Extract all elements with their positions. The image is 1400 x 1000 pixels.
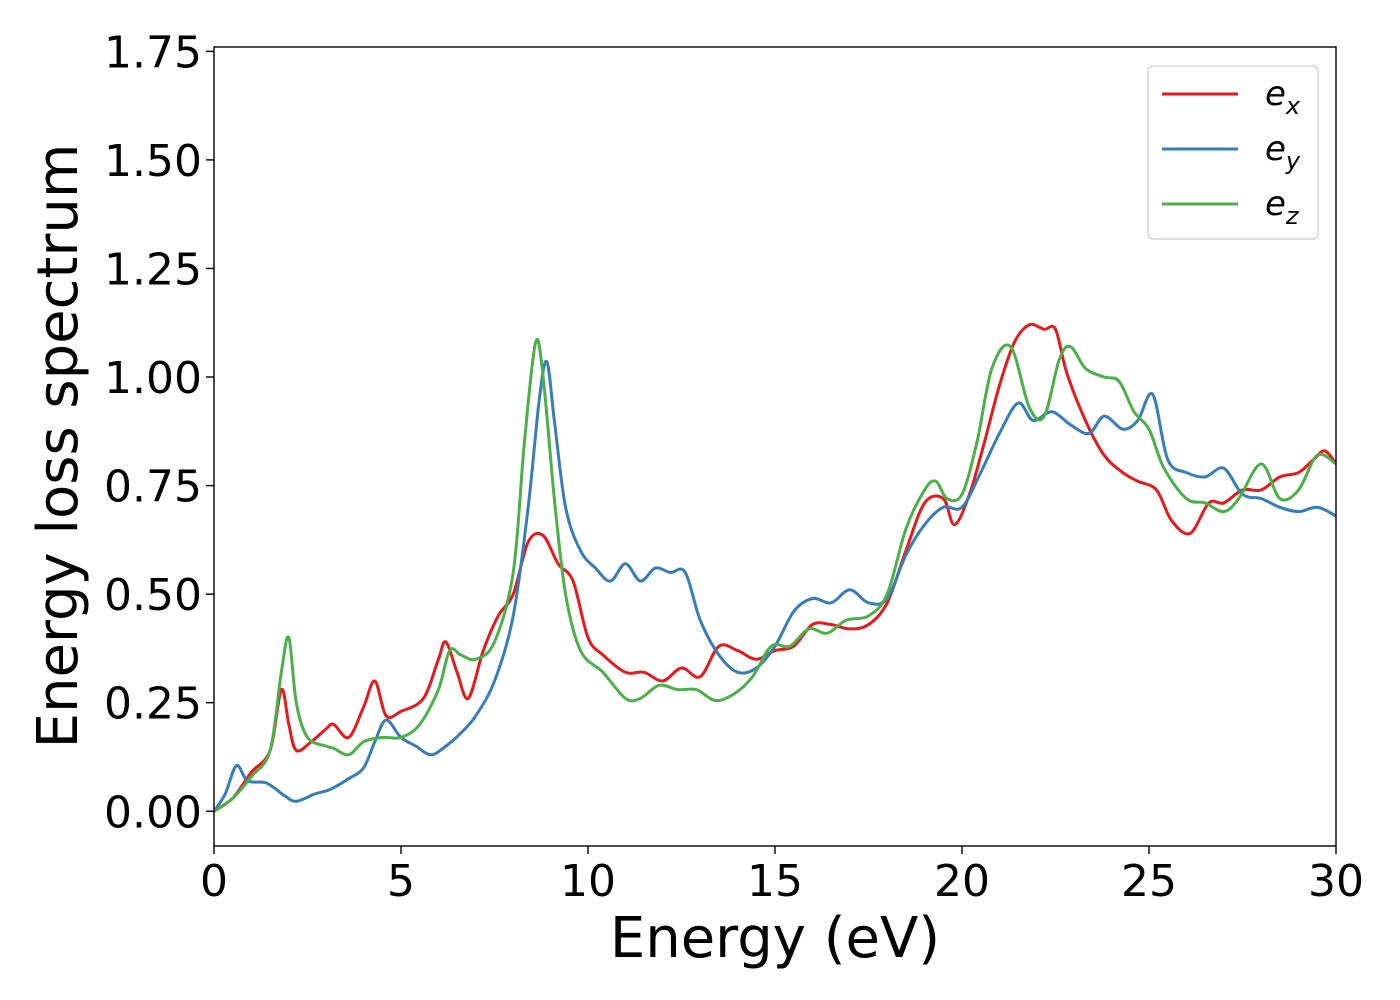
x-tick-label: 0: [200, 856, 228, 907]
x-tick-label: 20: [934, 856, 990, 907]
legend-label-x: ex: [1265, 74, 1301, 120]
x-axis-ticks: 0 5 10 15 20 25 30: [200, 846, 1364, 907]
y-tick-label: 0.75: [104, 462, 202, 513]
series-layer: [214, 322, 1336, 813]
x-tick-label: 30: [1308, 856, 1364, 907]
y-tick-label: 1.50: [104, 136, 202, 187]
y-tick-label: 0.50: [104, 570, 202, 621]
legend-label-base: e: [1265, 129, 1286, 169]
legend-label-subscript: x: [1285, 92, 1301, 120]
x-axis-title: Energy (eV): [610, 906, 940, 971]
x-tick-label: 10: [560, 856, 616, 907]
x-tick-label: 5: [387, 856, 415, 907]
legend-label-base: e: [1265, 74, 1286, 114]
series-line-e-x: [214, 322, 1336, 813]
x-tick-label: 15: [747, 856, 803, 907]
series-line-e-y: [214, 359, 1336, 813]
legend-label-base: e: [1265, 184, 1286, 224]
legend-label-z: ez: [1265, 184, 1300, 230]
series-line-e-z: [214, 337, 1336, 813]
legend-label-y: ey: [1265, 129, 1301, 175]
legend-label-subscript: y: [1285, 147, 1301, 175]
y-tick-label: 0.00: [104, 787, 202, 838]
y-axis-title: Energy loss spectrum: [26, 144, 91, 749]
legend-label-subscript: z: [1285, 202, 1300, 230]
y-tick-label: 0.25: [104, 679, 202, 730]
y-tick-label: 1.25: [104, 244, 202, 295]
legend-box: [1147, 65, 1319, 240]
y-tick-label: 1.00: [104, 353, 202, 404]
y-tick-label: 1.75: [104, 27, 202, 78]
x-tick-label: 25: [1121, 856, 1177, 907]
y-axis-ticks: 0.00 0.25 0.50 0.75 1.00 1.25 1.50 1.75: [104, 27, 214, 838]
